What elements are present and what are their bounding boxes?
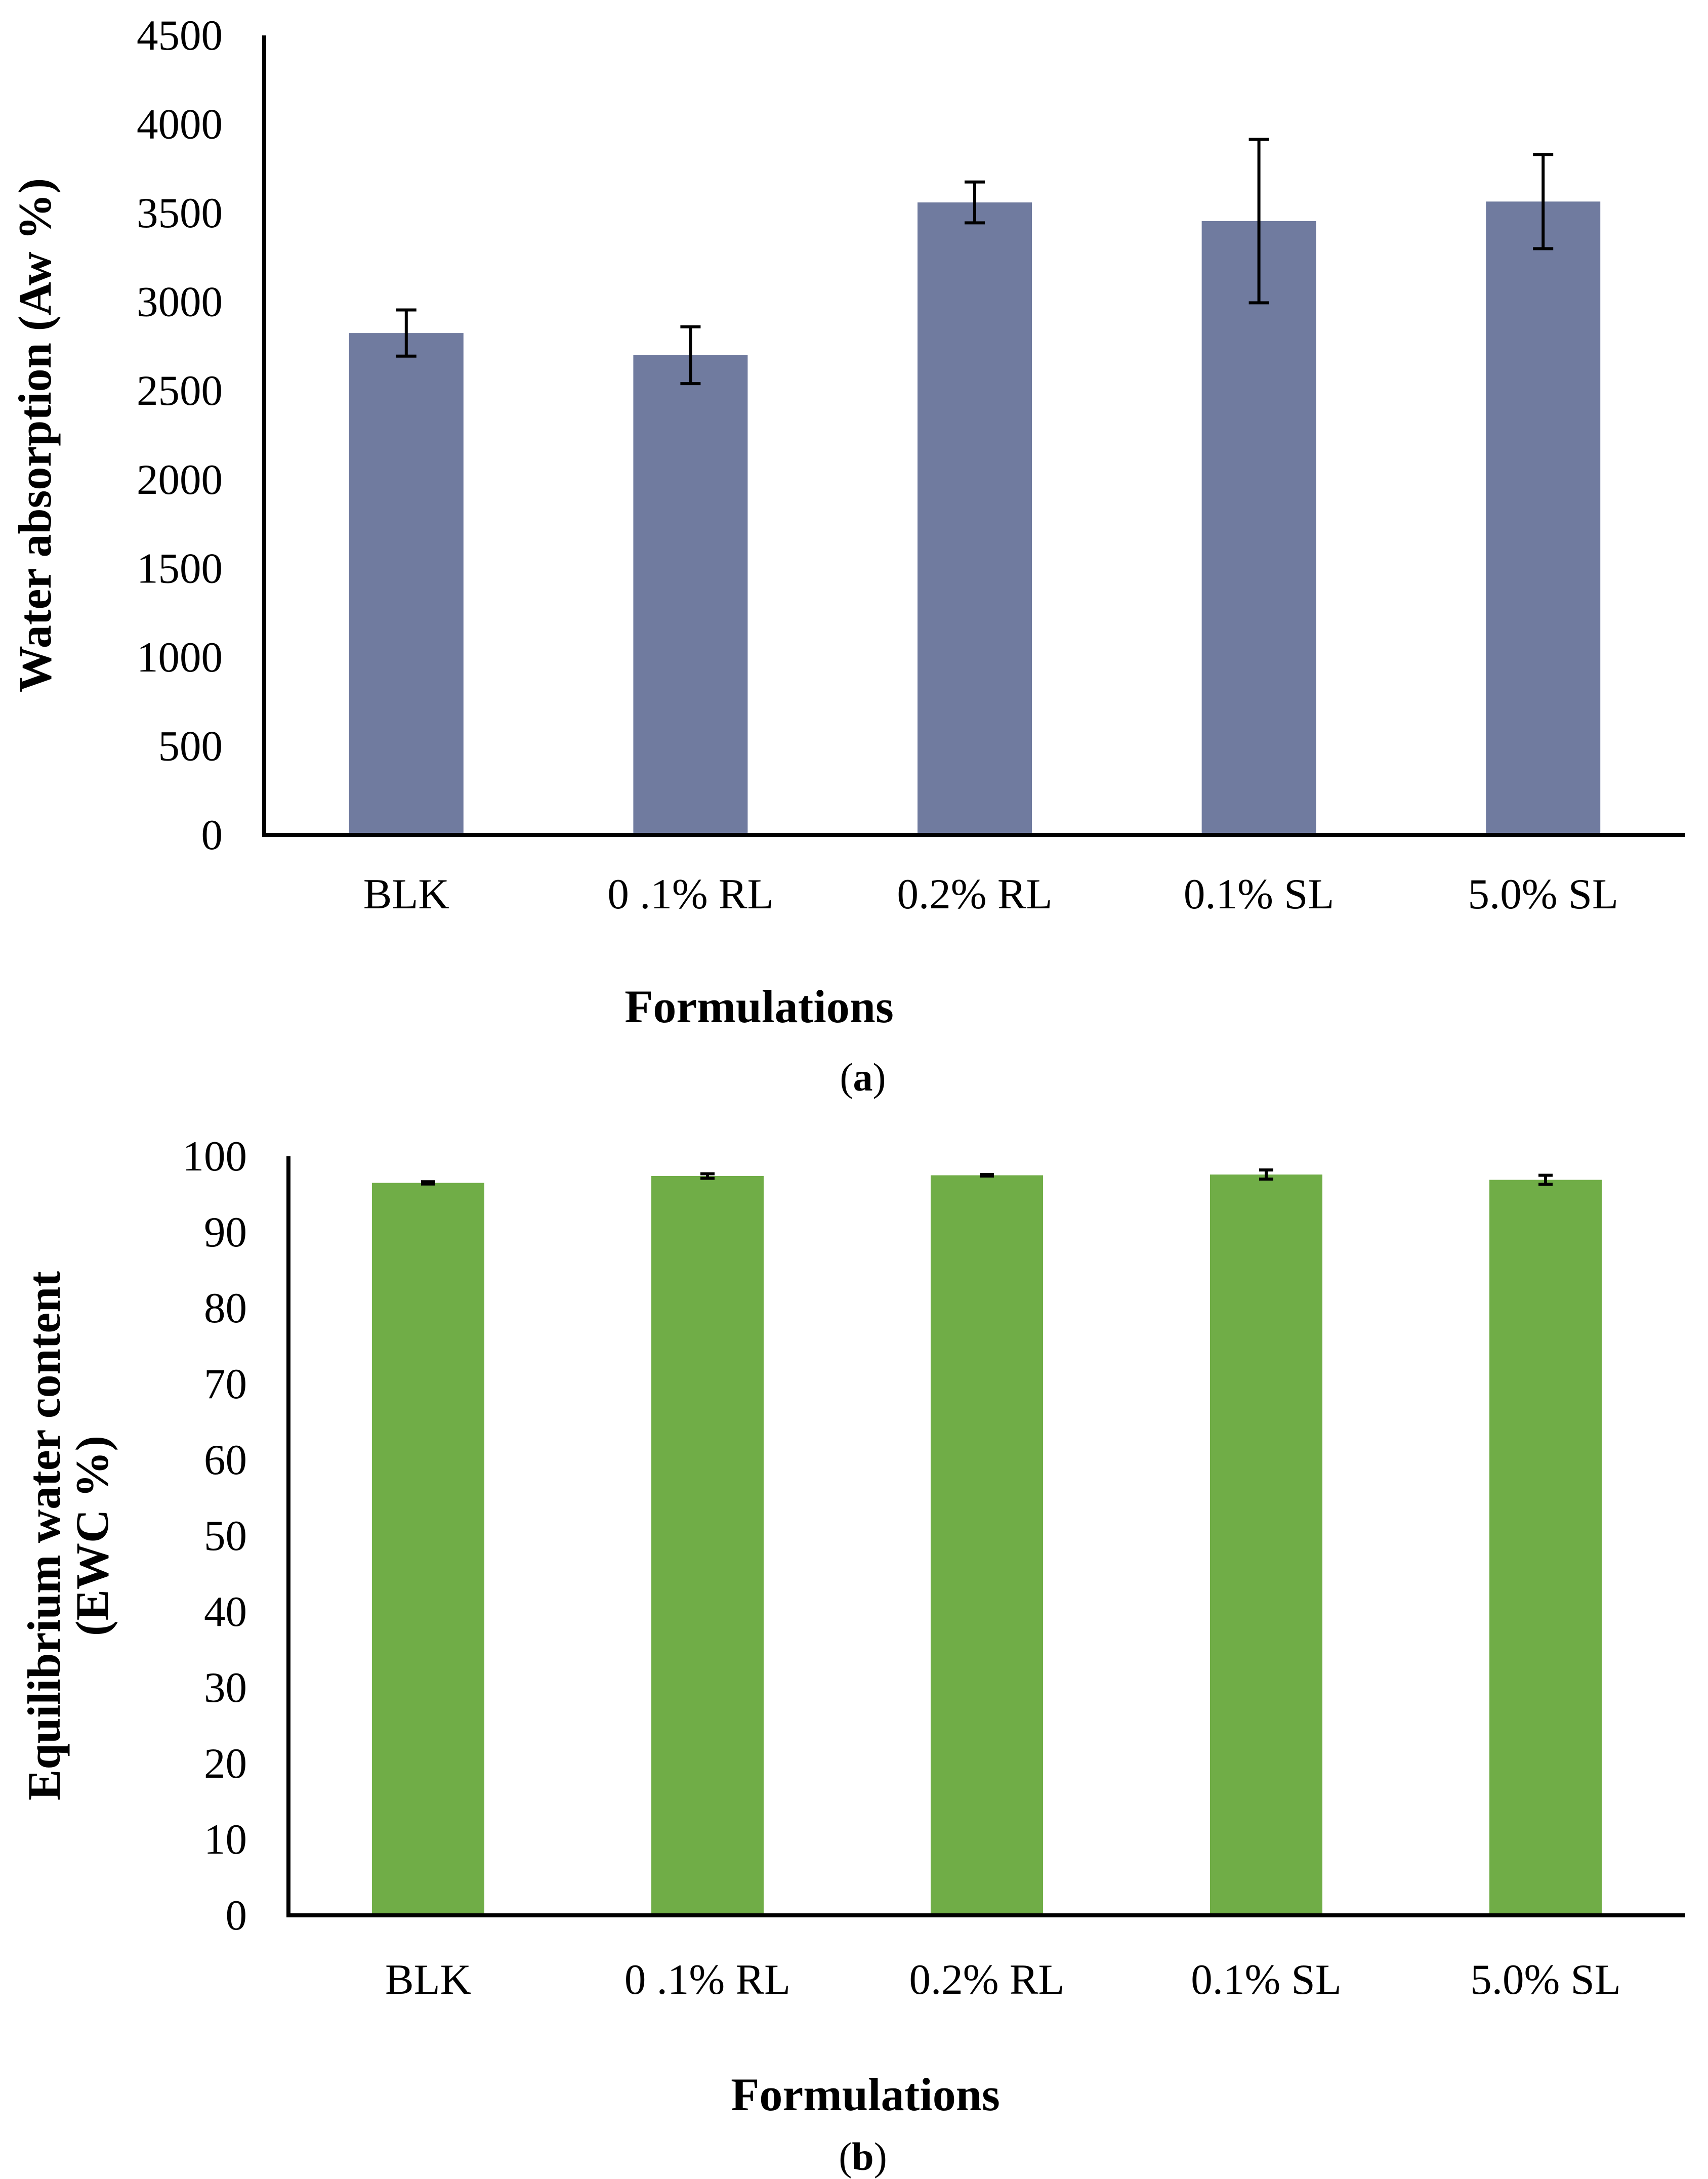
error-bar-2	[980, 1173, 994, 1178]
x-tick-label: 0.1% SL	[1191, 1956, 1342, 2003]
y-tick-label: 500	[158, 722, 223, 770]
y-tick-label: 100	[183, 1133, 247, 1180]
y-tick-label: 1500	[137, 544, 223, 592]
y-tick-label: 2500	[137, 367, 223, 414]
error-bar-4	[1533, 153, 1554, 250]
error-bar-0	[421, 1180, 435, 1186]
y-tick-label: 2000	[137, 456, 223, 504]
bar-4	[1486, 201, 1601, 835]
y-tick-label: 70	[204, 1360, 247, 1408]
y-axis-title: Water absorption (Aw %)	[9, 178, 61, 692]
error-bar-3	[1259, 1168, 1273, 1181]
chart-equilibrium-water-content: BLK 0 .1% RL 0.2% RL 0.1% SL 5.0% SL 0 10 20 30 4…	[18, 1133, 1685, 2178]
y-tick-label: 10	[204, 1816, 247, 1863]
y-tick-label: 0	[226, 1892, 247, 1939]
error-bar-3	[1248, 138, 1269, 305]
bar-4	[1489, 1180, 1602, 1915]
x-tick-label: 0.1% SL	[1184, 870, 1335, 918]
chart-water-absorption: BLK 0 .1% RL 0.2% RL 0.1% SL 5.0% SL 0 500 1000…	[9, 12, 1685, 1099]
y-tick-label: 60	[204, 1436, 247, 1484]
x-tick-label: 0 .1% RL	[607, 870, 773, 918]
y-tick-label: 4000	[137, 101, 223, 148]
x-axis-title: Formulations	[624, 981, 894, 1032]
y-tick-label: 3500	[137, 189, 223, 237]
y-axis-title-line: (EWC %)	[66, 1436, 118, 1636]
y-tick-label: 0	[201, 811, 223, 859]
bar-1	[633, 355, 748, 835]
x-tick-label: 5.0% SL	[1470, 1956, 1621, 2003]
x-axis-title: Formulations	[731, 2069, 1000, 2120]
x-tick-label: 0 .1% RL	[624, 1956, 790, 2003]
y-tick-label: 1000	[137, 634, 223, 681]
y-tick-label: 50	[204, 1512, 247, 1560]
bar-0	[349, 333, 464, 835]
y-tick-label: 4500	[137, 12, 223, 59]
bar-3	[1210, 1175, 1322, 1915]
x-tick-label: 0.2% RL	[909, 1956, 1065, 2003]
y-tick-label: 20	[204, 1740, 247, 1787]
error-bar-1	[680, 325, 701, 386]
panel-label: (b)	[839, 2134, 887, 2178]
bar-2	[918, 202, 1032, 835]
x-tick-label: 0.2% RL	[897, 870, 1053, 918]
bar-3	[1201, 221, 1316, 835]
y-tick-label: 90	[204, 1208, 247, 1256]
bar-2	[931, 1175, 1043, 1915]
y-axis-title-line: Equilibrium water content	[18, 1271, 70, 1800]
y-tick-label: 40	[204, 1588, 247, 1636]
y-axis-title: Equilibrium water content(EWC %)	[18, 1271, 118, 1800]
y-tick-label: 30	[204, 1664, 247, 1711]
error-bar-4	[1538, 1174, 1553, 1186]
y-tick-label: 3000	[137, 278, 223, 326]
y-tick-label: 80	[204, 1284, 247, 1332]
bar-0	[372, 1183, 484, 1915]
x-tick-label: 5.0% SL	[1468, 870, 1618, 918]
x-tick-label: BLK	[363, 870, 449, 918]
error-bar-2	[965, 180, 985, 225]
error-bar-0	[396, 308, 416, 358]
bar-1	[651, 1176, 764, 1915]
y-axis-title-line: Water absorption (Aw %)	[9, 178, 61, 692]
error-bar-1	[700, 1172, 715, 1180]
panel-label: (a)	[840, 1055, 886, 1099]
x-tick-label: BLK	[385, 1956, 471, 2003]
